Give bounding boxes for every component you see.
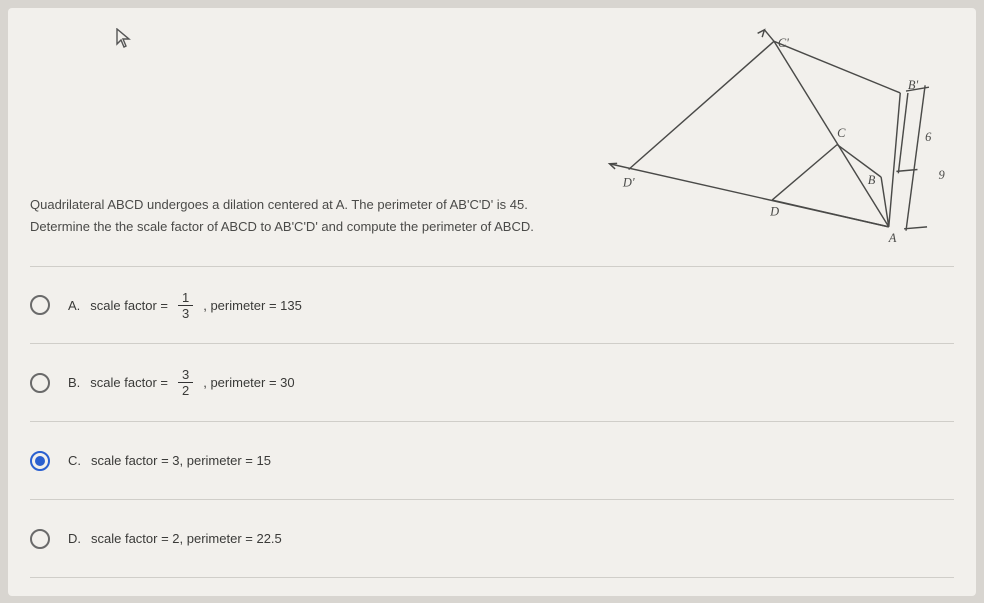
fraction: 32 <box>178 368 193 397</box>
cursor-icon <box>116 28 132 53</box>
option-text-post: , perimeter = 135 <box>203 298 302 313</box>
fraction-numerator: 3 <box>178 368 193 383</box>
svg-text:C': C' <box>778 36 789 50</box>
fraction-denominator: 3 <box>178 306 193 320</box>
option-prefix: A. <box>68 298 80 313</box>
svg-text:9: 9 <box>939 168 946 182</box>
fraction: 13 <box>178 291 193 320</box>
quiz-container: ABCDB'C'D'69 Quadrilateral ABCD undergoe… <box>8 8 976 596</box>
answer-options: A.scale factor =13, perimeter = 135B.sca… <box>30 266 954 578</box>
option-prefix: B. <box>68 375 80 390</box>
option-label: A. scale factor = 13 , perimeter = 135 <box>68 291 302 320</box>
option-text-pre: scale factor = 3, perimeter = 15 <box>91 453 271 468</box>
svg-text:D: D <box>769 204 779 218</box>
fraction-denominator: 2 <box>178 383 193 397</box>
svg-text:A: A <box>888 231 897 245</box>
option-text-pre: scale factor = <box>90 375 168 390</box>
option-text-pre: scale factor = <box>90 298 168 313</box>
svg-text:C: C <box>837 126 846 140</box>
option-prefix: D. <box>68 531 81 546</box>
option-label: D. scale factor = 2, perimeter = 22.5 <box>68 531 282 546</box>
radio-button[interactable] <box>30 295 50 315</box>
answer-option[interactable]: D. scale factor = 2, perimeter = 22.5 <box>30 500 954 578</box>
svg-text:6: 6 <box>925 130 932 144</box>
answer-option[interactable]: A. scale factor = 13 , perimeter = 135 <box>30 266 954 344</box>
radio-button[interactable] <box>30 529 50 549</box>
fraction-numerator: 1 <box>178 291 193 306</box>
svg-text:D': D' <box>622 176 635 190</box>
option-prefix: C. <box>68 453 81 468</box>
option-text-pre: scale factor = 2, perimeter = 22.5 <box>91 531 282 546</box>
svg-text:B: B <box>868 173 876 187</box>
geometry-diagram: A B C D B' C' D' 6 9 <box>594 26 954 246</box>
answer-option[interactable]: B. scale factor = 32 , perimeter = 30 <box>30 344 954 422</box>
radio-button[interactable] <box>30 373 50 393</box>
option-text-post: , perimeter = 30 <box>203 375 294 390</box>
answer-option[interactable]: C. scale factor = 3, perimeter = 15 <box>30 422 954 500</box>
radio-button[interactable] <box>30 451 50 471</box>
option-label: C. scale factor = 3, perimeter = 15 <box>68 453 271 468</box>
option-label: B. scale factor = 32 , perimeter = 30 <box>68 368 295 397</box>
svg-text:B': B' <box>908 78 919 92</box>
